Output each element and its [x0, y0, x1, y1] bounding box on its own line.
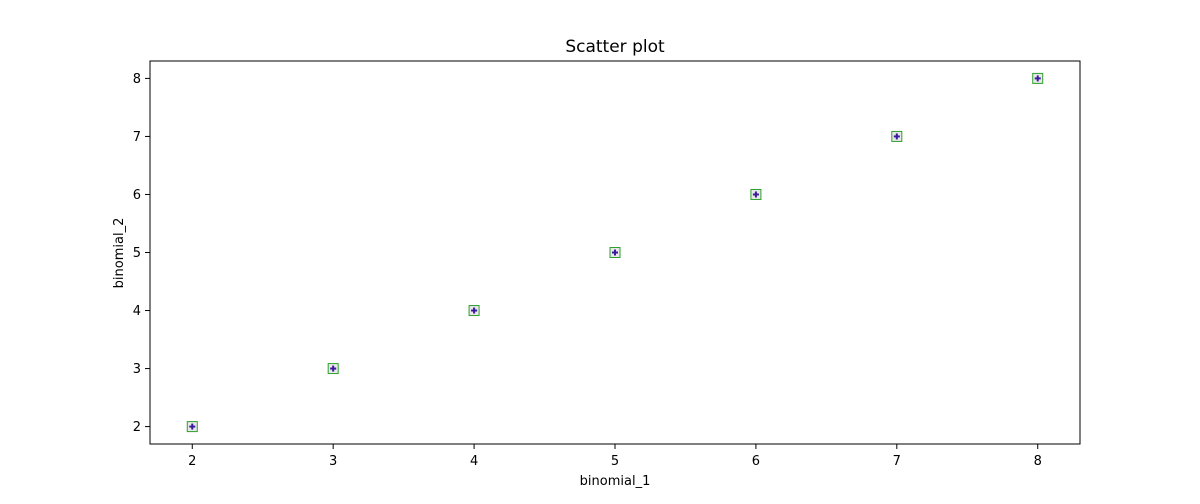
y-tick-label: 6	[133, 188, 141, 203]
data-point	[750, 188, 762, 200]
x-tick-label: 4	[470, 454, 478, 469]
y-tick-label: 2	[133, 420, 141, 435]
y-tick-label: 8	[133, 72, 141, 87]
y-axis-label: binomial_2	[112, 218, 127, 289]
x-tick-label: 6	[752, 454, 760, 469]
data-point	[891, 130, 903, 142]
x-tick-label: 8	[1034, 454, 1042, 469]
plot-area: 2 3 4 5 6 7 8 2 3 4 5 6 7 8	[133, 60, 1081, 469]
data-point	[468, 305, 480, 317]
data-point	[1032, 72, 1044, 84]
y-tick-label: 4	[133, 304, 141, 319]
x-tick-label: 7	[893, 454, 901, 469]
y-tick-label: 7	[133, 130, 141, 145]
x-tick-label: 2	[188, 454, 196, 469]
chart-title: Scatter plot	[565, 37, 665, 57]
data-point	[609, 247, 621, 258]
data-point	[186, 421, 198, 433]
x-tick-label: 3	[329, 454, 337, 469]
x-tick-label: 5	[611, 454, 619, 469]
y-tick-label: 3	[133, 362, 141, 377]
y-tick-label: 5	[133, 246, 141, 261]
data-point	[327, 363, 339, 375]
x-axis-label: binomial_1	[580, 474, 651, 489]
